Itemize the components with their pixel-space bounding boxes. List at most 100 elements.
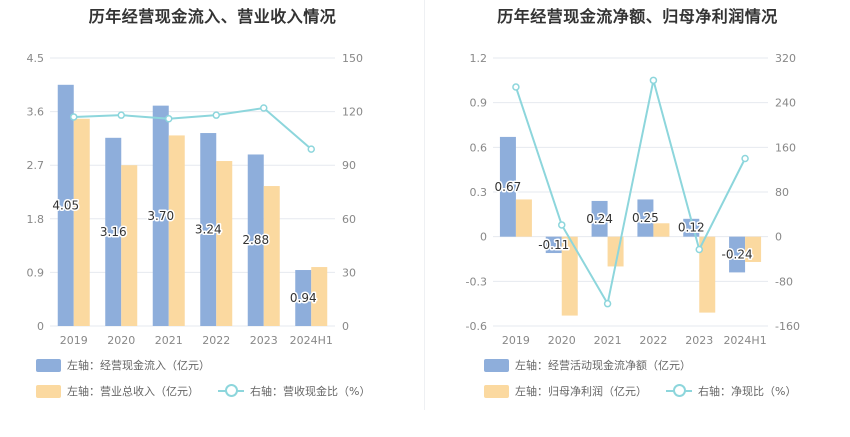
bar-primary — [105, 137, 122, 326]
bar-secondary — [561, 236, 578, 316]
right-chart-panel: 历年经营现金流净额、归母净利润情况 -0.6 -0.3 0 0.3 0.6 0.9 1.2-… — [425, 0, 850, 437]
bar-primary — [545, 236, 562, 254]
y-left-tick-label: 0.6 — [470, 141, 488, 154]
x-tick-label: 2020 — [548, 334, 576, 347]
y-left-tick-label: 4.5 — [27, 52, 45, 65]
bar-data-label: 4.05 — [52, 198, 79, 212]
bar-data-label: 2.88 — [242, 233, 269, 247]
x-tick-label: 2021 — [594, 334, 622, 347]
ratio-point — [117, 111, 125, 119]
ratio-point — [70, 113, 78, 121]
right-chart-plot: -0.6 -0.3 0 0.3 0.6 0.9 1.2 -160 -80 0 80 160 240 320… — [466, 52, 800, 347]
legend-swatch-bar — [484, 358, 509, 372]
bar-secondary — [216, 161, 233, 326]
bar-secondary — [515, 199, 532, 237]
y-left-tick-label: 0.9 — [470, 97, 488, 110]
x-tick-label: 2023 — [250, 334, 278, 347]
ratio-point — [512, 83, 520, 91]
ratio-line — [514, 80, 746, 307]
ratio-point — [212, 111, 220, 119]
bar-primary — [637, 199, 654, 237]
legend-swatch-bar — [484, 384, 509, 398]
y-left-tick-label: 0.9 — [27, 266, 45, 279]
x-tick-label: 2021 — [155, 334, 183, 347]
bar-secondary — [745, 236, 762, 262]
bar-secondary — [263, 186, 280, 326]
y-right-tick-label: -160 — [775, 320, 800, 333]
y-right-tick-label: 80 — [775, 186, 789, 199]
legend-label: 左轴：经营活动现金流净额（亿元） — [515, 359, 691, 372]
bar-secondary — [699, 236, 716, 313]
bar-data-label: 3.24 — [195, 223, 222, 237]
ratio-point — [603, 299, 612, 308]
y-left-tick-label: 1.2 — [470, 52, 488, 65]
bar-data-label: -0.24 — [722, 248, 753, 262]
legend-swatch-bar — [36, 384, 61, 398]
x-tick-label: 2022 — [202, 334, 230, 347]
y-right-tick-label: 160 — [775, 141, 796, 154]
bar-secondary — [168, 135, 185, 326]
y-left-tick-label: 0.3 — [470, 186, 488, 199]
y-right-tick-label: 0 — [775, 231, 782, 244]
legend-item-revenue[interactable]: 左轴：营业总收入（亿元） — [36, 383, 199, 399]
bar-data-label: 0.24 — [586, 212, 613, 226]
bar-data-label: 3.70 — [147, 209, 174, 223]
x-tick-label: 2024H1 — [290, 334, 333, 347]
legend-item-cash-inflow[interactable]: 左轴：经营现金流入（亿元） — [36, 357, 210, 373]
bar-data-label: 0.67 — [495, 180, 522, 194]
y-left-tick-label: 0 — [37, 320, 44, 333]
x-tick-label: 2020 — [107, 334, 135, 347]
bar-data-label: 3.16 — [100, 225, 127, 239]
legend-item-net-cash-ratio[interactable]: 右轴：净现比（%） — [666, 383, 796, 399]
legend-item-cash-ratio[interactable]: 右轴：营收现金比（%） — [218, 383, 370, 399]
ratio-point — [558, 221, 566, 229]
y-right-tick-label: 320 — [775, 52, 796, 65]
ratio-point — [307, 145, 315, 153]
bar-primary — [499, 136, 516, 237]
bar-secondary — [121, 165, 138, 326]
y-right-tick-label: 240 — [775, 97, 796, 110]
legend-label: 左轴：归母净利润（亿元） — [515, 385, 647, 398]
left-chart-panel: 历年经营现金流入、营业收入情况 0 0.9 1.8 2.7 3.6 4.5 0 30 60 90 1… — [27, 7, 371, 399]
x-tick-label: 2019 — [60, 334, 88, 347]
bar-data-label: -0.11 — [538, 238, 569, 252]
legend-label: 右轴：净现比（%） — [698, 385, 797, 398]
legend-label: 左轴：经营现金流入（亿元） — [67, 359, 210, 372]
legend-swatch-line — [666, 384, 692, 398]
bar-primary — [729, 236, 746, 273]
bar-primary — [57, 84, 74, 326]
x-tick-label: 2023 — [685, 334, 713, 347]
x-tick-label: 2024H1 — [723, 334, 766, 347]
ratio-point — [695, 245, 703, 254]
x-tick-label: 2019 — [502, 334, 530, 347]
legend-item-net-profit[interactable]: 左轴：归母净利润（亿元） — [484, 383, 647, 399]
y-right-tick-label: 120 — [342, 106, 363, 119]
ratio-point — [649, 76, 658, 85]
bar-secondary — [653, 223, 670, 237]
legend-label: 左轴：营业总收入（亿元） — [67, 385, 199, 398]
legend-label: 右轴：营收现金比（%） — [250, 385, 371, 398]
y-left-tick-label: 2.7 — [27, 159, 45, 172]
x-tick-label: 2022 — [639, 334, 667, 347]
ratio-line — [73, 106, 312, 150]
ratio-point — [741, 154, 749, 163]
y-right-tick-label: 30 — [342, 266, 356, 279]
y-right-tick-label: 150 — [342, 52, 363, 65]
legend-swatch-line — [218, 384, 244, 398]
bar-primary — [247, 154, 264, 326]
ratio-point — [165, 114, 173, 123]
y-left-tick-label: 0 — [480, 231, 487, 244]
y-right-tick-label: 0 — [342, 320, 349, 333]
bar-primary — [200, 133, 217, 326]
bar-primary — [295, 270, 312, 326]
bar-secondary — [311, 267, 328, 326]
chart-title: 历年经营现金流净额、归母净利润情况 — [497, 7, 778, 26]
left-chart-plot: 0 0.9 1.8 2.7 3.6 4.5 0 30 60 90 120 150 2019 2020 202… — [27, 52, 364, 347]
legend-item-net-cash-flow[interactable]: 左轴：经营活动现金流净额（亿元） — [484, 357, 691, 373]
bar-primary — [152, 105, 169, 327]
bar-primary — [591, 200, 608, 237]
y-left-tick-label: 1.8 — [27, 213, 45, 226]
y-left-tick-label: 3.6 — [27, 106, 45, 119]
y-right-tick-label: -80 — [775, 275, 793, 288]
y-left-tick-label: -0.6 — [466, 320, 487, 333]
